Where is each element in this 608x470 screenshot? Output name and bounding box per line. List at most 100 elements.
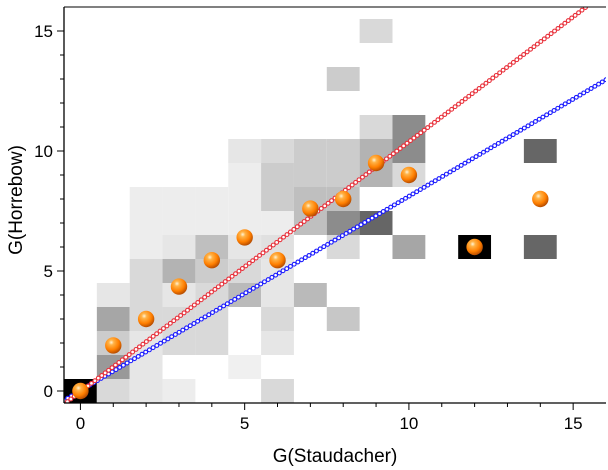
fit-line-marker [438, 114, 444, 120]
data-point [335, 190, 352, 208]
fit-line-marker [507, 134, 512, 140]
fit-line-marker [325, 241, 331, 247]
fit-line-marker [301, 219, 307, 224]
heatmap-cell [162, 211, 196, 235]
fit-line-marker [354, 224, 360, 230]
fit-line-marker [187, 323, 193, 329]
fit-line-marker [410, 191, 416, 197]
heatmap-cell [261, 187, 294, 211]
fit-line-marker [339, 233, 345, 239]
fit-line-marker [414, 132, 420, 138]
fit-line-marker [64, 399, 70, 403]
fit-line-marker [213, 307, 219, 313]
fit-line-marker [262, 279, 267, 285]
fit-line-marker [541, 36, 547, 42]
heatmap-cell [195, 283, 229, 307]
heatmap-cell [162, 331, 196, 355]
fit-line-marker [109, 365, 115, 371]
fit-line-marker [195, 318, 201, 324]
fit-line-marker [359, 174, 365, 180]
fit-line-marker [258, 281, 264, 287]
fit-line-marker [473, 154, 479, 160]
fit-line-marker [260, 250, 266, 256]
heatmap-cell [129, 235, 163, 259]
fit-line-marker [451, 167, 457, 173]
heatmap-cell [261, 283, 294, 307]
heatmap-cell [195, 211, 229, 235]
fit-line-marker [113, 362, 118, 368]
fit-line-marker [440, 173, 446, 179]
heatmap-cell [326, 307, 360, 331]
fit-line-marker [124, 360, 130, 366]
fit-line-marker [356, 177, 362, 183]
fit-line-marker [180, 327, 186, 333]
fit-line-marker [421, 127, 427, 133]
fit-line-marker [447, 169, 453, 175]
fit-line-marker [582, 7, 588, 10]
fit-line-marker [603, 77, 606, 83]
fit-lines-layer [64, 0, 606, 403]
fit-line-marker [547, 110, 553, 116]
heatmap-cell [261, 163, 294, 187]
heatmap-cell [326, 139, 360, 163]
fit-line-marker [395, 200, 401, 206]
fit-line-marker [499, 138, 505, 144]
fit-line-marker [544, 112, 550, 118]
fit-line-marker [99, 373, 105, 378]
fit-line-marker [484, 147, 490, 153]
fit-line-marker [117, 364, 123, 370]
fit-line-marker [128, 358, 134, 364]
data-point [269, 252, 286, 269]
fit-line-marker [226, 276, 232, 282]
fit-line-marker [135, 353, 141, 359]
x-tick-label: 0 [76, 414, 85, 433]
fit-line-marker [228, 299, 234, 304]
fit-line-marker [590, 0, 594, 4]
data-point [302, 200, 319, 217]
heatmap-cell [96, 379, 130, 403]
fit-line-marker [277, 237, 283, 243]
heatmap-cell [129, 187, 163, 211]
heatmap-cell [129, 283, 163, 307]
fit-line-marker [161, 326, 166, 331]
fit-line-marker [347, 228, 353, 234]
fit-line-marker [449, 106, 455, 112]
fit-line-marker [408, 138, 413, 144]
fit-line-marker [411, 135, 417, 141]
fit-line-marker [224, 301, 230, 307]
fit-line-marker [435, 117, 441, 123]
x-axis-title: G(Staudacher) [273, 446, 398, 467]
fit-line-marker [294, 224, 300, 230]
fit-line-marker [521, 125, 527, 131]
fit-line-marker [421, 184, 427, 190]
fit-line-marker [291, 261, 297, 267]
data-points-layer [72, 154, 549, 400]
axes: 0 5 10 15 0 5 10 15 [34, 6, 606, 433]
fit-line-marker [257, 253, 262, 258]
heatmap-cell [228, 259, 262, 283]
fit-line-marker [165, 336, 171, 342]
fit-line-marker [146, 347, 152, 353]
fit-line-marker [559, 103, 564, 109]
fit-line-marker [176, 329, 182, 335]
fit-line-marker [191, 302, 197, 308]
fit-line-marker [518, 127, 524, 133]
fit-line-marker [299, 257, 305, 263]
fit-line-marker [495, 140, 501, 146]
fit-line-marker [317, 246, 323, 252]
fit-line-marker [202, 314, 208, 320]
data-point [72, 382, 89, 400]
fit-line-marker [510, 59, 516, 65]
fit-line-marker [116, 359, 122, 365]
fit-line-marker [150, 333, 156, 339]
heatmap-cell [359, 115, 393, 139]
x-tick-label: 10 [399, 414, 418, 433]
fit-line-marker [388, 204, 394, 210]
heatmap-cell [162, 379, 196, 403]
heatmap-cell [261, 331, 294, 355]
fit-line-marker [202, 294, 208, 300]
fit-line-marker [254, 283, 260, 289]
fit-line-marker [243, 290, 249, 296]
fit-line-marker [305, 216, 311, 222]
